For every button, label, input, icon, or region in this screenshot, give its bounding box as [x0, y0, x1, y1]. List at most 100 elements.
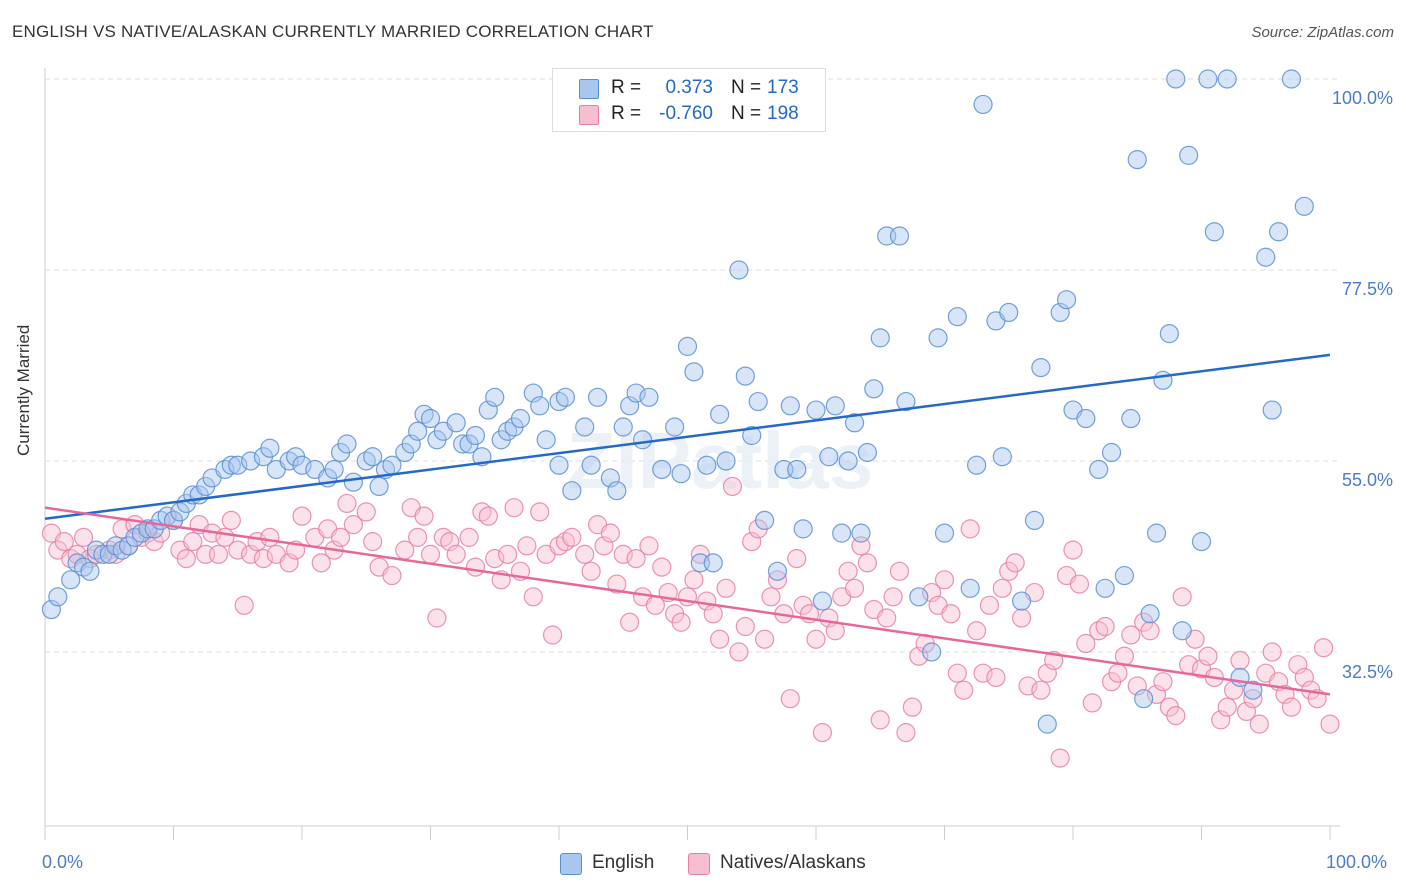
legend-row-english: R = 0.373 N = 173: [553, 75, 825, 101]
natives-point-137: [979, 595, 1000, 615]
natives-point-115: [838, 561, 858, 581]
english-points: [41, 69, 1314, 734]
natives-point-118: [857, 553, 878, 573]
natives-point-51: [414, 506, 434, 526]
english-point-124: [992, 447, 1012, 467]
natives-point-67: [523, 587, 543, 607]
natives-point-68: [530, 502, 550, 522]
natives-point-190: [1320, 714, 1340, 734]
english-point-73: [587, 387, 608, 407]
english-point-119: [947, 307, 967, 327]
english-point-93: [742, 425, 762, 446]
natives-point-152: [1076, 633, 1096, 654]
natives-point-123: [889, 561, 910, 581]
english-point-103: [819, 447, 839, 467]
english-point-109: [857, 442, 878, 463]
natives-point-64: [504, 498, 524, 518]
english-point-43: [369, 476, 389, 497]
natives-point-181: [1262, 642, 1282, 662]
english-point-84: [677, 336, 698, 356]
english-n-value: 173: [767, 77, 799, 98]
english-point-99: [787, 459, 807, 480]
english-point-139: [1127, 150, 1147, 170]
english-point-85: [684, 362, 704, 382]
english-point-149: [1198, 69, 1218, 89]
english-point-66: [536, 430, 556, 450]
trend-lines: [44, 353, 1331, 696]
english-point-92: [735, 366, 755, 386]
y-tick-100: 100.0%: [1331, 88, 1393, 108]
natives-point-184: [1281, 697, 1302, 717]
natives-point-27: [228, 540, 248, 560]
english-point-113: [889, 226, 910, 246]
source-label: Source: ZipAtlas.com: [1251, 24, 1394, 41]
natives-point-179: [1249, 714, 1269, 734]
english-point-151: [1217, 69, 1237, 89]
natives-point-132: [947, 663, 967, 683]
english-point-81: [652, 459, 672, 480]
natives-point-28: [234, 595, 254, 615]
natives-point-84: [639, 536, 659, 556]
english-point-96: [767, 561, 788, 581]
english-point-127: [1024, 510, 1045, 531]
natives-point-159: [1121, 625, 1141, 645]
english-point-34: [292, 455, 312, 475]
english-point-75: [607, 481, 627, 501]
natives-point-121: [877, 608, 897, 628]
english-point-116: [922, 642, 942, 662]
english-point-144: [1159, 324, 1179, 344]
natives-point-5: [73, 527, 94, 547]
natives-point-111: [812, 723, 833, 743]
natives-point-56: [446, 544, 466, 564]
english-point-63: [510, 408, 531, 429]
english-point-137: [1114, 565, 1135, 586]
natives-point-57: [459, 527, 479, 547]
y-tick-55: 55.0%: [1341, 470, 1393, 490]
natives-point-130: [934, 570, 955, 590]
english-point-158: [1294, 196, 1314, 216]
natives-point-96: [716, 578, 736, 598]
natives-point-50: [408, 527, 428, 547]
english-point-26: [221, 455, 241, 475]
english-point-50: [420, 408, 441, 429]
natives-point-45: [363, 532, 383, 552]
natives-point-32: [260, 527, 280, 547]
natives-point-63: [498, 544, 518, 564]
english-point-27: [228, 455, 248, 475]
english-point-150: [1204, 222, 1224, 242]
natives-point-52: [420, 544, 441, 564]
english-point-153: [1243, 680, 1263, 700]
natives-point-47: [382, 565, 402, 586]
english-point-118: [934, 523, 955, 543]
natives-point-24: [208, 544, 229, 564]
natives-point-171: [1198, 646, 1218, 666]
natives-point-73: [562, 527, 582, 547]
english-point-140: [1134, 689, 1154, 709]
english-point-1: [48, 587, 68, 607]
natives-point-131: [941, 604, 961, 624]
english-point-42: [363, 447, 383, 467]
natives-point-136: [973, 663, 993, 683]
english-point-148: [1191, 532, 1212, 552]
english-point-30: [260, 438, 280, 458]
natives-n-value: 198: [767, 103, 799, 124]
natives-point-98: [729, 642, 749, 662]
english-point-68: [555, 387, 576, 407]
natives-point-36: [292, 506, 312, 526]
natives-point-134: [960, 519, 980, 539]
natives-point-151: [1069, 574, 1090, 594]
natives-point-2: [54, 532, 74, 552]
english-point-101: [806, 400, 826, 420]
english-point-145: [1166, 69, 1186, 89]
natives-point-145: [1031, 680, 1051, 700]
english-point-155: [1262, 400, 1282, 420]
natives-point-166: [1166, 706, 1186, 726]
english-point-28: [241, 451, 261, 471]
english-point-128: [1031, 358, 1051, 378]
natives-point-133: [954, 680, 974, 700]
natives-point-94: [703, 604, 723, 624]
natives-point-176: [1230, 650, 1250, 671]
english-r-value: 0.373: [665, 77, 713, 98]
natives-point-167: [1172, 587, 1192, 607]
